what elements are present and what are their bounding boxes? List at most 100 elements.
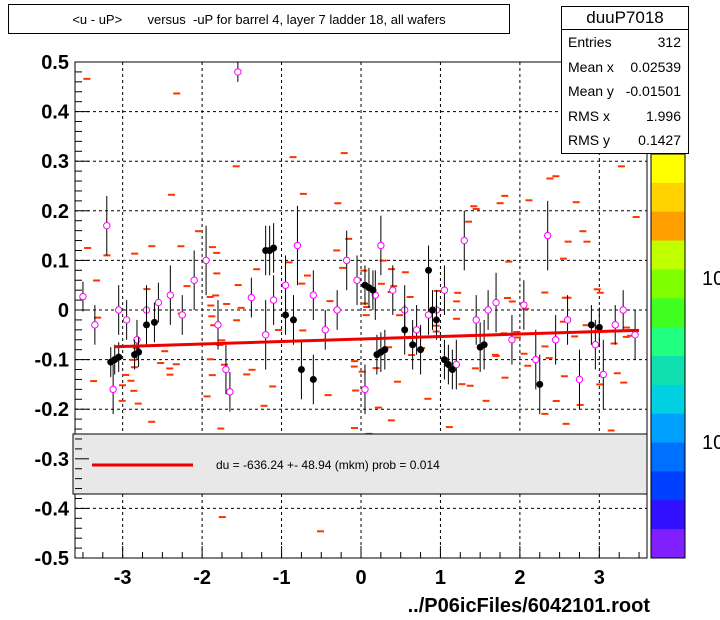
colorbar-frame — [650, 153, 686, 559]
profile-point-filled — [480, 341, 488, 349]
colorbar-label-lower: 10 — [702, 432, 720, 454]
x-tick-label: 1 — [435, 567, 446, 589]
x-tick-label: -2 — [193, 567, 211, 589]
profile-point-open — [508, 336, 516, 344]
colorbar-label-upper: 10 — [702, 268, 720, 290]
profile-point-open — [293, 241, 302, 250]
profile-point-open — [321, 326, 329, 334]
profile-point-filled — [587, 321, 595, 329]
profile-point-open — [484, 306, 492, 314]
profile-point-open — [591, 341, 600, 349]
stat-mean-x: Mean x 0.02539 — [568, 58, 681, 75]
y-tick-label: 0.5 — [41, 52, 69, 74]
profile-point-open — [222, 365, 230, 374]
profile-point-filled — [417, 346, 425, 354]
x-tick-label: -1 — [273, 567, 291, 589]
profile-point-open — [424, 311, 433, 319]
colorbar-cell — [651, 154, 685, 184]
profile-point-open — [353, 276, 361, 284]
fit-line — [114, 328, 640, 349]
profile-point-open — [114, 306, 123, 314]
profile-point-open — [226, 388, 234, 396]
profile-point-open — [520, 301, 528, 309]
chart-title: <u - uP> versus -uP for barrel 4, layer … — [72, 12, 446, 27]
y-tick-label: 0.3 — [41, 151, 69, 173]
profile-point-filled — [448, 366, 456, 374]
profile-point-open — [109, 385, 117, 394]
colorbar-cell — [651, 182, 685, 213]
stats-box: duuP7018 Entries 312 Mean x 0.02539 Mean y… — [561, 6, 689, 154]
profile-point-filled — [425, 266, 433, 274]
profile-point-open — [261, 331, 270, 339]
y-tick-label: -0.3 — [35, 449, 69, 471]
profile-point-open — [122, 316, 131, 324]
profile-point-filled — [595, 323, 603, 331]
y-tick-label: -0.2 — [35, 399, 69, 421]
profile-point-open — [202, 256, 210, 265]
profile-point-filled — [429, 306, 436, 314]
stat-mean-y: Mean y -0.01501 — [568, 83, 681, 99]
x-tick-label: 0 — [355, 567, 366, 589]
source-file-label: ../P06icFiles/6042101.root — [407, 595, 650, 617]
profile-point-open — [309, 291, 318, 299]
profile-point-open — [154, 298, 163, 307]
colorbar-cell — [651, 442, 685, 472]
profile-point-open — [460, 236, 468, 245]
colorbar-cell — [651, 269, 685, 299]
fit-legend-panel — [72, 433, 648, 495]
colorbar-cell — [651, 413, 685, 444]
profile-point-open — [190, 276, 198, 284]
profile-point-open — [492, 298, 500, 307]
y-tick-label: -0.5 — [35, 548, 69, 570]
y-tick-label: 0.2 — [41, 201, 69, 223]
profile-point-filled — [536, 380, 544, 388]
profile-point-open — [452, 360, 461, 369]
colorbar-cell — [651, 500, 685, 530]
profile-point-filled — [309, 375, 317, 383]
y-tick-label: -0.4 — [35, 498, 70, 520]
profile-point-open — [234, 68, 242, 76]
profile-point-filled — [150, 318, 158, 326]
y-tick-label: 0 — [58, 300, 69, 322]
colorbar-cell — [651, 529, 685, 559]
colorbar-cell — [651, 298, 685, 328]
colorbar-cell — [651, 240, 685, 270]
profile-point-filled — [143, 321, 150, 329]
stat-rms-y: RMS y 0.1427 — [568, 132, 681, 148]
profile-point-open — [214, 321, 222, 329]
profile-point-open — [551, 336, 560, 344]
profile-point-open — [269, 296, 278, 304]
y-tick-label: 0.1 — [41, 250, 69, 272]
stats-title: duuP7018 — [562, 7, 688, 30]
colorbar-cell — [651, 384, 685, 415]
profile-point-filled — [115, 353, 123, 361]
profile-point-filled — [282, 311, 290, 319]
profile-point-open — [91, 321, 99, 329]
profile-point-open — [247, 293, 256, 302]
colorbar-cell — [651, 211, 685, 242]
x-tick-label: 2 — [514, 567, 525, 589]
profile-point-open — [619, 306, 627, 314]
profile-point-open — [412, 326, 421, 334]
stat-entries: Entries 312 — [568, 34, 681, 50]
y-tick-label: 0.4 — [41, 102, 70, 124]
profile-point-filled — [135, 348, 143, 356]
profile-point-filled — [289, 316, 297, 324]
profile-point-open — [575, 375, 584, 384]
profile-point-filled — [401, 326, 409, 334]
profile-point-open — [361, 385, 369, 394]
profile-point-open — [377, 241, 385, 250]
profile-point-open — [343, 256, 351, 265]
x-tick-label: 3 — [594, 567, 605, 589]
profile-point-filled — [270, 244, 278, 252]
profile-point-open — [472, 316, 480, 324]
profile-point-filled — [369, 286, 377, 294]
profile-point-filled — [409, 341, 417, 349]
profile-points — [79, 62, 639, 415]
profile-point-open — [178, 311, 186, 319]
profile-point-open — [631, 331, 639, 339]
profile-point-filled — [381, 346, 389, 354]
y-tick-label: -0.1 — [35, 350, 69, 372]
colorbar-cell — [651, 356, 685, 386]
